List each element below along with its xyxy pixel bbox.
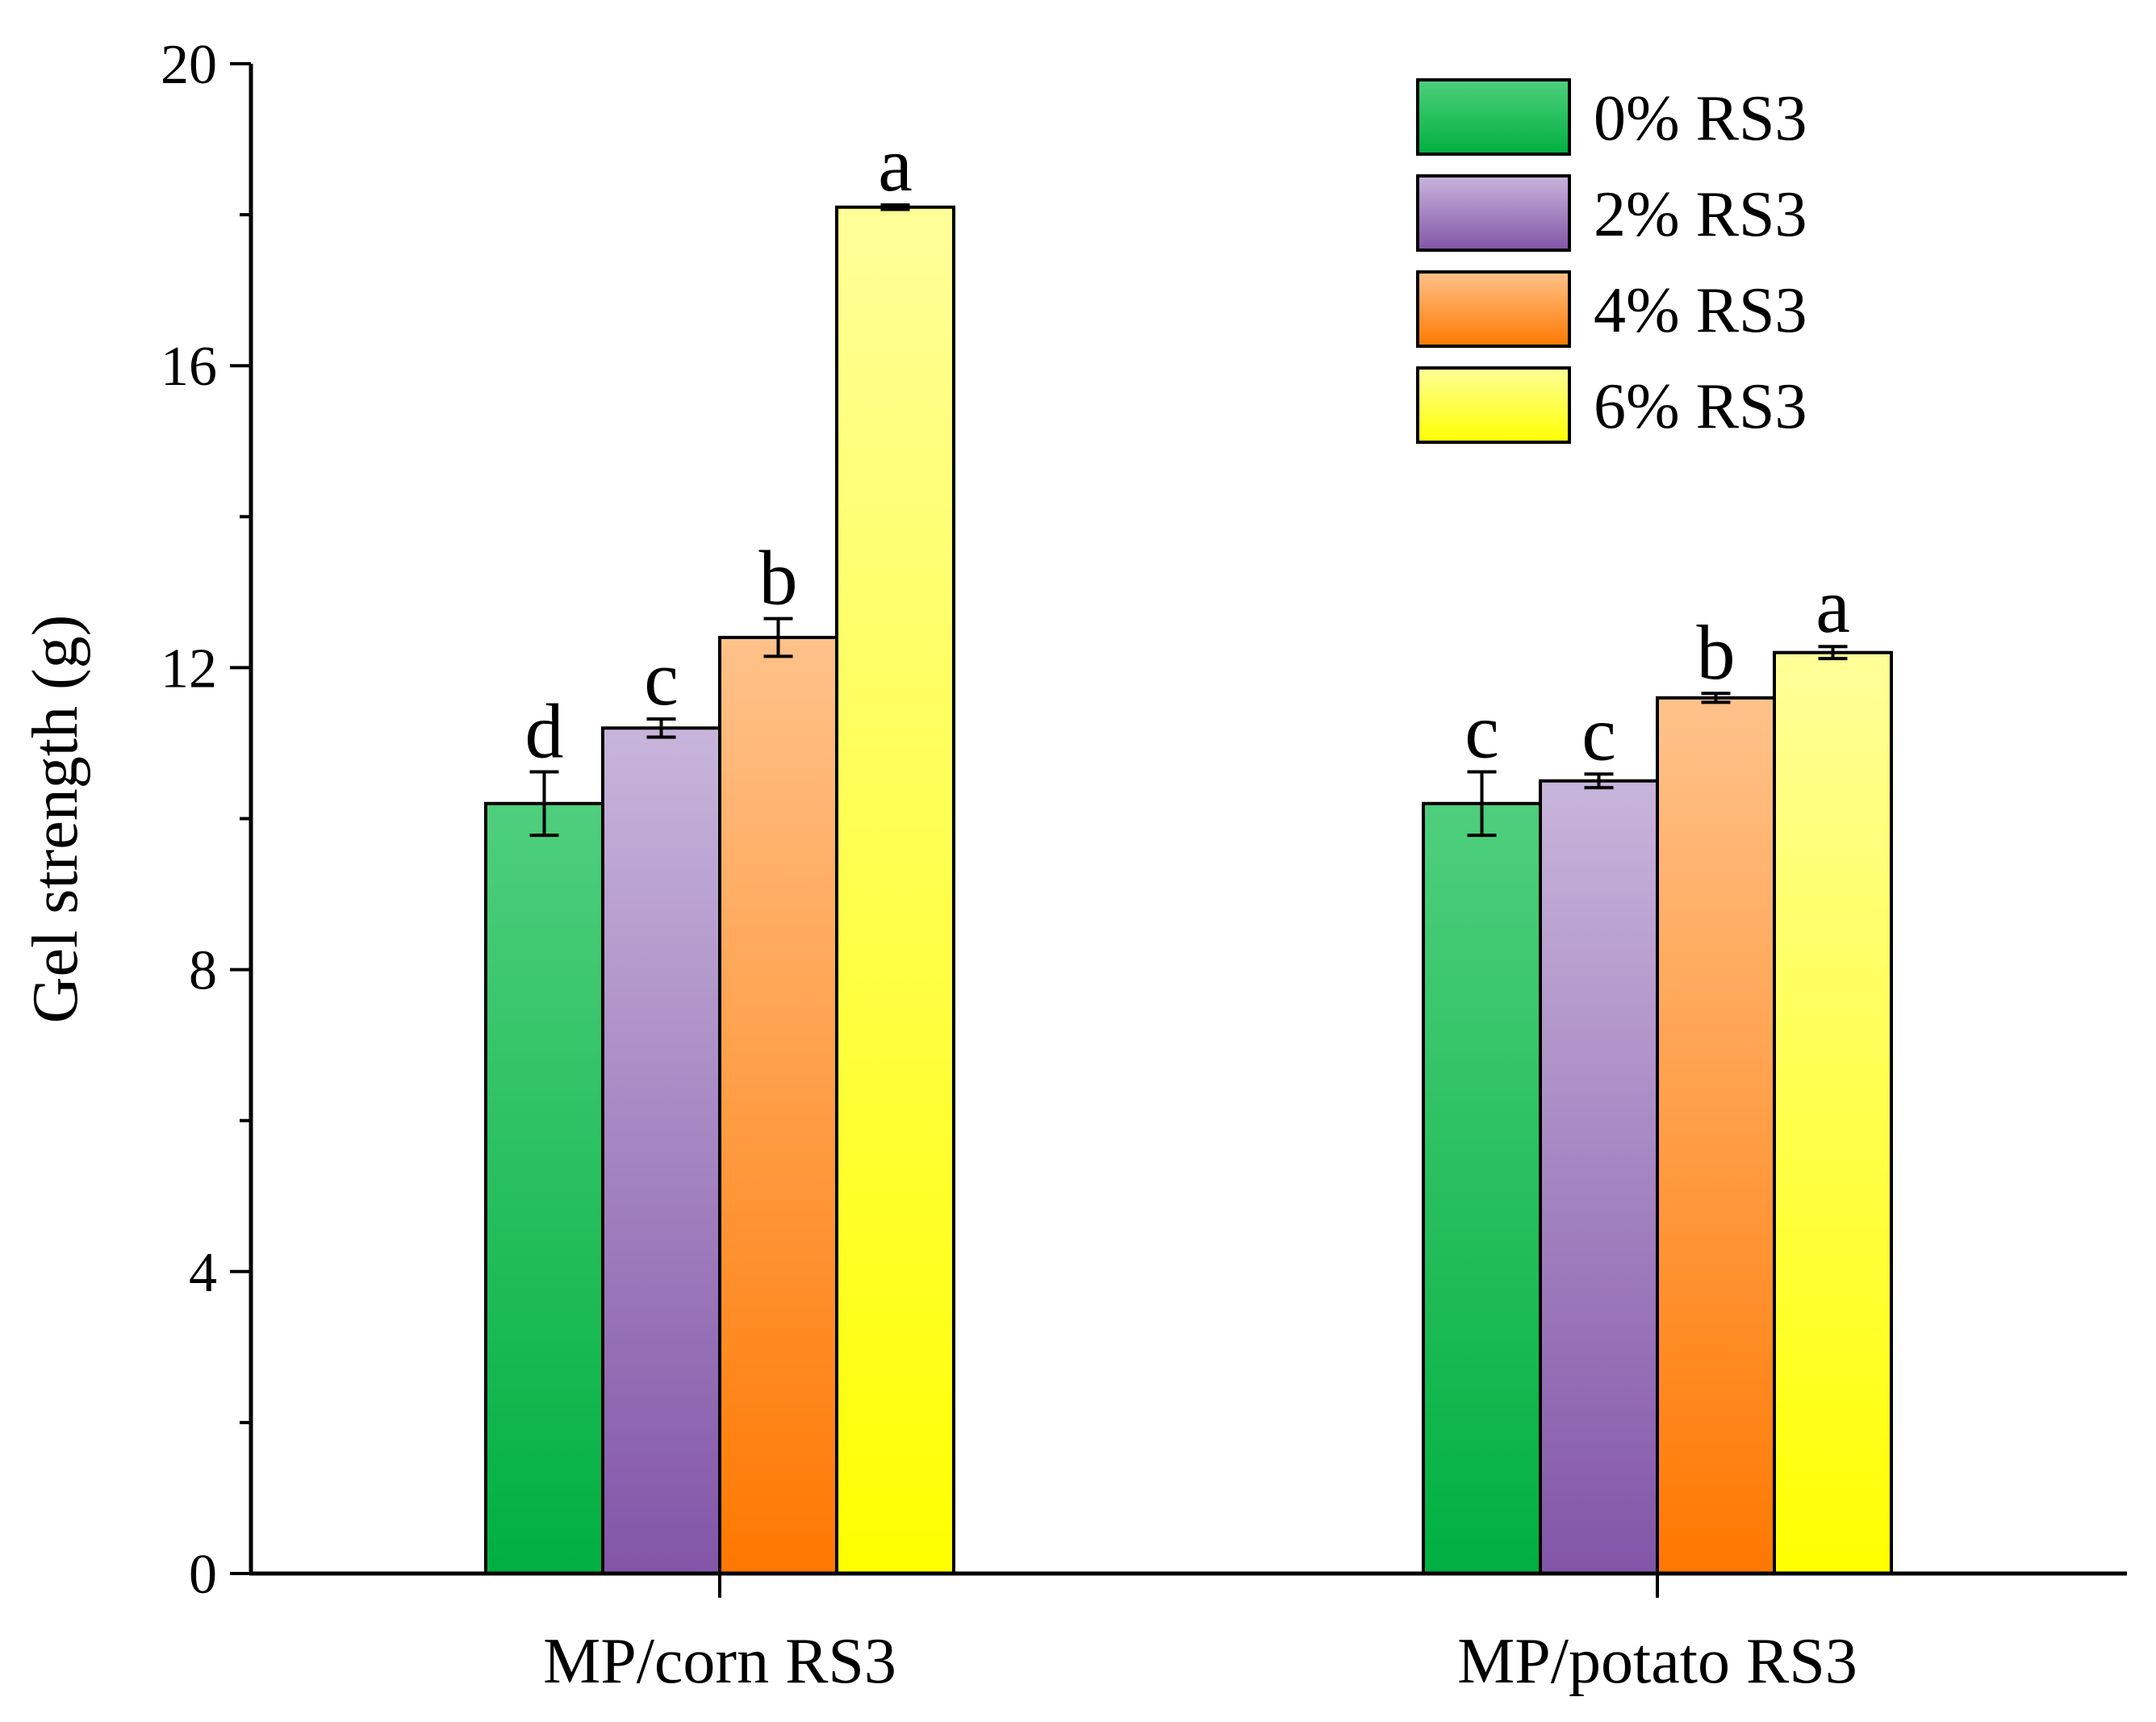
bar-1-0 [1422, 801, 1542, 1575]
bars-layer [484, 205, 1893, 1576]
bar-1-2 [1656, 696, 1776, 1576]
bar-0-1 [601, 726, 721, 1575]
bar-0-0 [484, 801, 604, 1575]
legend-swatch-2 [1416, 270, 1571, 348]
bar-1-3 [1773, 650, 1893, 1576]
y-tick-label-2: 8 [189, 940, 217, 1002]
legend-label-3: 6% RS3 [1594, 371, 1807, 442]
y-tick-label-5: 20 [161, 34, 217, 96]
x-category-label-1: MP/potato RS3 [1457, 1626, 1857, 1697]
x-categories-layer: MP/corn RS3 MP/potato RS3 [543, 1574, 1857, 1697]
significance-label-0-2: b [759, 535, 798, 621]
significance-label-1-3: a [1815, 562, 1850, 649]
y-tick-label-0: 0 [189, 1544, 217, 1606]
legend-label-1: 2% RS3 [1594, 179, 1807, 250]
significance-label-0-3: a [878, 121, 913, 207]
significance-label-1-2: b [1697, 609, 1736, 696]
significance-label-0-0: d [525, 688, 564, 774]
legend-label-0: 0% RS3 [1594, 83, 1807, 154]
legend-swatch-1 [1416, 174, 1571, 252]
bar-1-1 [1539, 779, 1659, 1575]
legend-label-2: 4% RS3 [1594, 275, 1807, 346]
y-ticks-layer: 0 4 8 12 16 20 [161, 34, 251, 1606]
y-axis-title: Gel strength (g) [20, 615, 91, 1024]
y-tick-label-3: 12 [161, 637, 217, 700]
bar-0-3 [835, 205, 955, 1575]
y-tick-label-1: 4 [189, 1242, 217, 1304]
x-category-label-0: MP/corn RS3 [543, 1626, 896, 1697]
legend-swatch-3 [1416, 366, 1571, 444]
legend: 0% RS3 2% RS3 4% RS3 6% RS3 [1416, 78, 1807, 444]
bar-0-2 [718, 635, 838, 1575]
significance-label-0-1: c [644, 635, 679, 721]
legend-swatch-0 [1416, 78, 1571, 156]
significance-label-1-1: c [1581, 690, 1616, 776]
significance-label-1-0: c [1464, 688, 1499, 774]
y-tick-label-4: 16 [161, 336, 217, 398]
error-bars-layer [529, 203, 1848, 838]
